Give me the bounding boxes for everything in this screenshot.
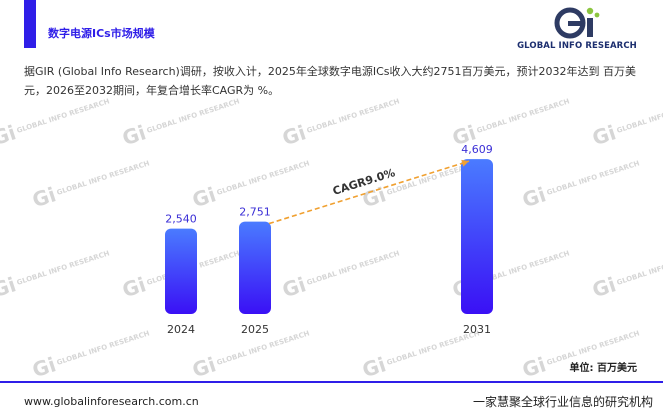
data-label-2031: 4,609 xyxy=(461,143,493,156)
cagr-arrow-icon xyxy=(461,159,469,167)
chart-title: 数字电源ICs市场规模 xyxy=(48,27,155,40)
cagr-trend-line xyxy=(268,160,470,225)
data-label-2025: 2,751 xyxy=(239,206,271,219)
bar-2024 xyxy=(165,228,197,314)
description-text: 据GIR (Global Info Research)调研，按收入计，2025年… xyxy=(24,65,636,97)
unit-label: 单位: 百万美元 xyxy=(569,363,637,374)
x-tick-2031: 2031 xyxy=(463,323,491,336)
company-logo: GLOBAL INFO RESEARCH xyxy=(512,6,642,52)
gi-logo-icon xyxy=(554,7,600,39)
x-tick-2024: 2024 xyxy=(167,323,195,336)
data-label-2024: 2,540 xyxy=(165,213,197,226)
logo-text: GLOBAL INFO RESEARCH xyxy=(517,41,637,51)
footer-url: www.globalinforesearch.com.cn xyxy=(24,395,199,408)
x-tick-2025: 2025 xyxy=(241,323,269,336)
bar-2031 xyxy=(461,159,493,314)
footer-slogan: 一家慧聚全球行业信息的研究机构 xyxy=(472,395,653,409)
title-accent-bar xyxy=(24,0,36,48)
bar-2025 xyxy=(239,221,271,314)
footer-divider xyxy=(0,381,663,383)
